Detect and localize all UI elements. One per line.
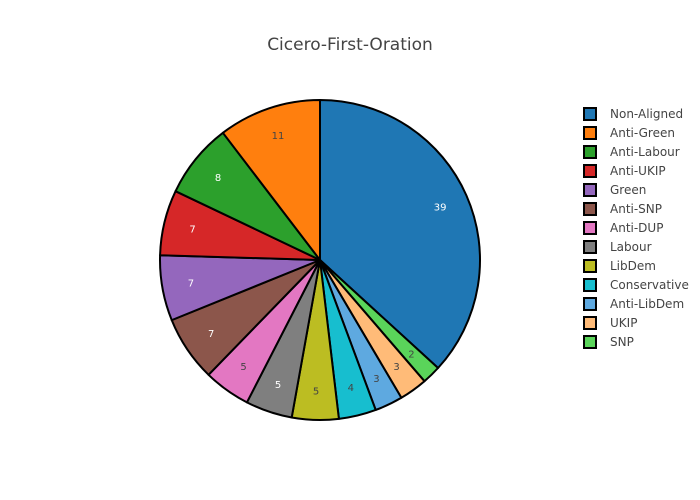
- legend-item-libdem[interactable]: LibDem: [583, 259, 656, 273]
- legend-label-anti-ukip: Anti-UKIP: [610, 164, 666, 178]
- legend-swatch-anti-libdem: [583, 297, 597, 311]
- legend-label-anti-labour: Anti-Labour: [610, 145, 680, 159]
- legend-item-anti-ukip[interactable]: Anti-UKIP: [583, 164, 666, 178]
- legend-label-libdem: LibDem: [610, 259, 656, 273]
- pie-slice-label-anti-snp: 7: [208, 329, 214, 340]
- legend-item-labour[interactable]: Labour: [583, 240, 652, 254]
- legend-label-anti-libdem: Anti-LibDem: [610, 297, 684, 311]
- legend-item-green[interactable]: Green: [583, 183, 646, 197]
- legend-swatch-anti-snp: [583, 202, 597, 216]
- pie-slice-label-green: 7: [188, 279, 194, 290]
- legend-swatch-libdem: [583, 259, 597, 273]
- pie-slice-label-anti-libdem: 3: [373, 374, 379, 385]
- legend-swatch-conservative: [583, 278, 597, 292]
- legend-item-anti-green[interactable]: Anti-Green: [583, 126, 675, 140]
- legend-item-anti-snp[interactable]: Anti-SNP: [583, 202, 662, 216]
- pie-slice-non-aligned: [319, 99, 481, 369]
- pie-slice-label-anti-labour: 8: [215, 173, 221, 184]
- legend-item-anti-libdem[interactable]: Anti-LibDem: [583, 297, 684, 311]
- legend-label-snp: SNP: [610, 335, 634, 349]
- legend-label-labour: Labour: [610, 240, 652, 254]
- pie-slice-anti-green: [221, 99, 321, 261]
- legend-swatch-anti-ukip: [583, 164, 597, 178]
- legend-item-anti-dup[interactable]: Anti-DUP: [583, 221, 663, 235]
- pie-slice-label-anti-ukip: 7: [189, 225, 195, 236]
- legend-label-anti-green: Anti-Green: [610, 126, 675, 140]
- pie-slice-label-anti-green: 11: [272, 131, 285, 142]
- legend-swatch-anti-labour: [583, 145, 597, 159]
- pie-slice-label-ukip: 3: [393, 362, 399, 373]
- legend-label-anti-snp: Anti-SNP: [610, 202, 662, 216]
- pie-slice-label-non-aligned: 39: [434, 203, 447, 214]
- legend-item-snp[interactable]: SNP: [583, 335, 634, 349]
- legend-label-non-aligned: Non-Aligned: [610, 107, 683, 121]
- legend-swatch-anti-dup: [583, 221, 597, 235]
- legend-item-ukip[interactable]: UKIP: [583, 316, 637, 330]
- pie-slices: [159, 99, 481, 422]
- pie-slice-label-snp: 2: [408, 350, 414, 361]
- legend-item-anti-labour[interactable]: Anti-Labour: [583, 145, 680, 159]
- legend-label-ukip: UKIP: [610, 316, 637, 330]
- legend-swatch-green: [583, 183, 597, 197]
- legend-swatch-anti-green: [583, 126, 597, 140]
- legend-label-anti-dup: Anti-DUP: [610, 221, 663, 235]
- legend: Non-Aligned Anti-Green Anti-Labour Anti-UKI…: [583, 107, 689, 349]
- pie-slice-label-anti-dup: 5: [240, 362, 246, 373]
- pie-slice-label-labour: 5: [275, 380, 281, 391]
- legend-item-conservative[interactable]: Conservative: [583, 278, 689, 292]
- legend-swatch-ukip: [583, 316, 597, 330]
- pie-slice-label-libdem: 5: [313, 387, 319, 398]
- legend-swatch-snp: [583, 335, 597, 349]
- pie-slice-label-conservative: 4: [348, 383, 354, 394]
- legend-label-green: Green: [610, 183, 646, 197]
- legend-label-conservative: Conservative: [610, 278, 689, 292]
- legend-swatch-non-aligned: [583, 107, 597, 121]
- chart-title: Cicero-First-Oration: [267, 35, 433, 55]
- legend-item-non-aligned[interactable]: Non-Aligned: [583, 107, 683, 121]
- legend-swatch-labour: [583, 240, 597, 254]
